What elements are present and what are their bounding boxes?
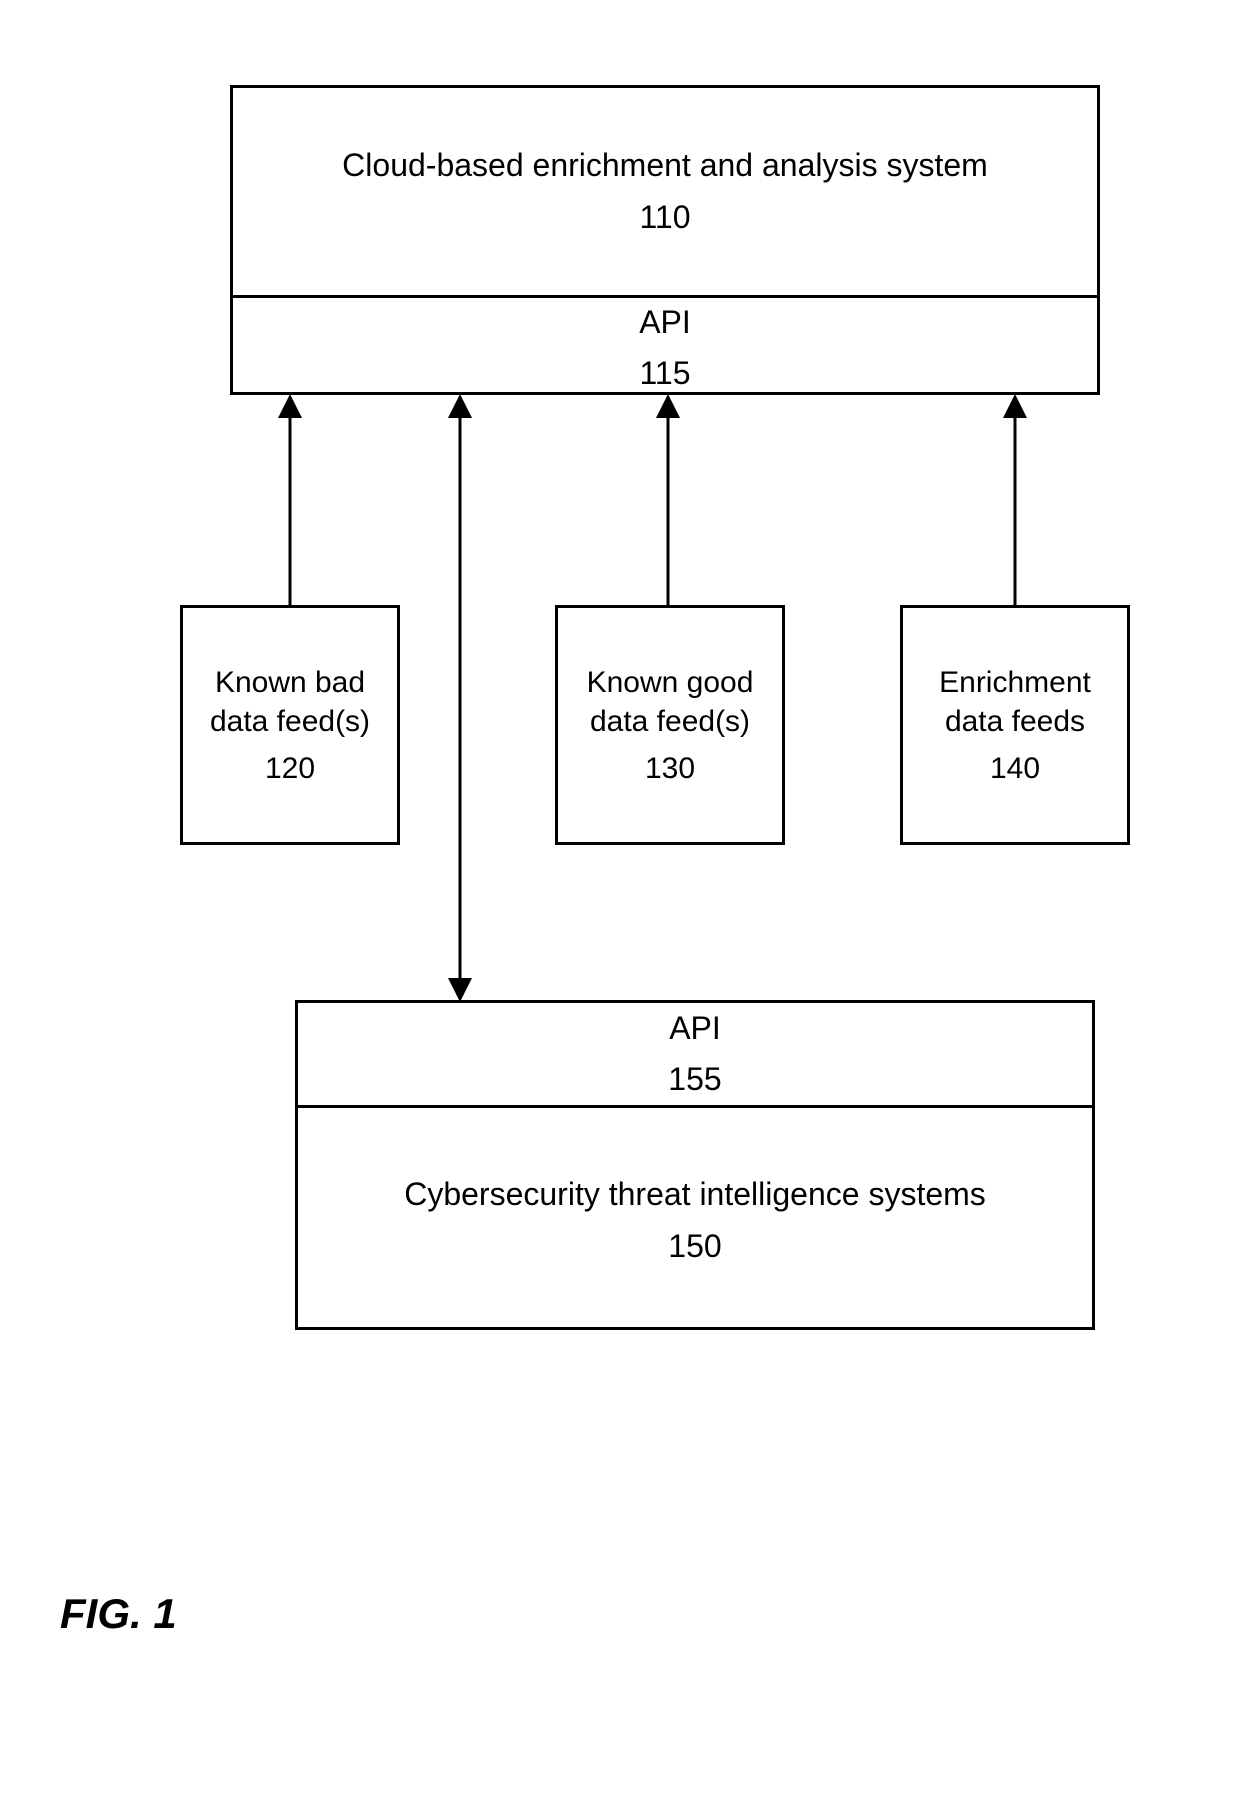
cloud-system-label: Cloud-based enrichment and analysis syst… xyxy=(334,140,996,191)
node-enrich-feeds: Enrichment data feeds 140 xyxy=(900,605,1130,845)
threat-systems-api-ref: 155 xyxy=(660,1054,729,1105)
node-cloud-system: Cloud-based enrichment and analysis syst… xyxy=(230,85,1100,395)
cloud-system-api-label: API xyxy=(631,297,699,348)
threat-systems-label: Cybersecurity threat intelligence system… xyxy=(396,1169,994,1220)
enrich-feeds-ref: 140 xyxy=(982,745,1048,792)
cloud-system-api: API 115 xyxy=(233,298,1097,398)
cloud-system-ref: 110 xyxy=(631,192,698,243)
system-diagram: Cloud-based enrichment and analysis syst… xyxy=(0,0,1240,1808)
threat-systems-main: Cybersecurity threat intelligence system… xyxy=(298,1108,1092,1333)
bad-feeds-label: Known bad data feed(s) xyxy=(183,659,397,745)
threat-systems-api-label: API xyxy=(661,1003,729,1054)
good-feeds-label: Known good data feed(s) xyxy=(558,659,782,745)
node-threat-systems: API 155 Cybersecurity threat intelligenc… xyxy=(295,1000,1095,1330)
cloud-system-main: Cloud-based enrichment and analysis syst… xyxy=(233,88,1097,298)
node-bad-feeds: Known bad data feed(s) 120 xyxy=(180,605,400,845)
threat-systems-ref: 150 xyxy=(660,1221,729,1272)
figure-caption: FIG. 1 xyxy=(60,1590,177,1638)
enrich-feeds-label: Enrichment data feeds xyxy=(903,659,1127,745)
node-good-feeds: Known good data feed(s) 130 xyxy=(555,605,785,845)
bad-feeds-ref: 120 xyxy=(257,745,323,792)
threat-systems-api: API 155 xyxy=(298,1003,1092,1108)
cloud-system-api-ref: 115 xyxy=(631,348,698,399)
good-feeds-ref: 130 xyxy=(637,745,703,792)
